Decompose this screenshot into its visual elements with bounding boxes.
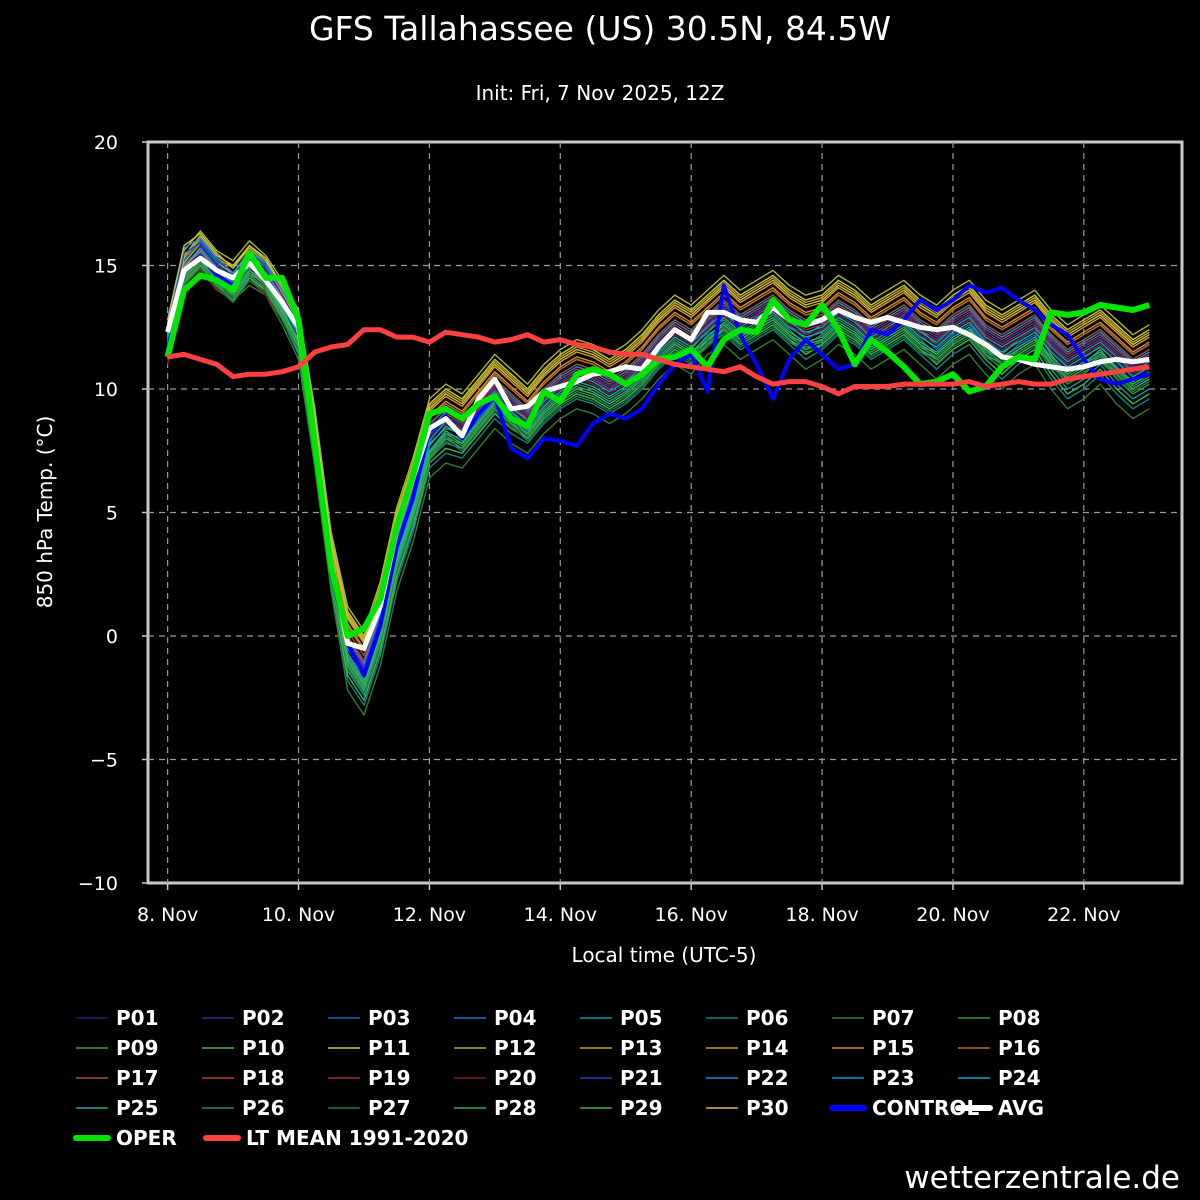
y-tick-label: 15: [94, 256, 118, 278]
series-line-lt-mean-1991-2020: [167, 327, 1150, 397]
legend-label-oper: OPER: [116, 1126, 177, 1150]
y-axis-label: 850 hPa Temp. (°C): [33, 416, 57, 609]
legend-label-p28: P28: [494, 1096, 537, 1120]
legend-label-p01: P01: [116, 1006, 159, 1030]
legend-label-p29: P29: [620, 1096, 663, 1120]
series-line-p30: [166, 232, 1150, 642]
legend-label-p03: P03: [368, 1006, 411, 1030]
legend-label-p22: P22: [746, 1066, 789, 1090]
legend-label-p25: P25: [116, 1096, 159, 1120]
series-line-p12: [166, 230, 1150, 632]
legend: P01 P02 P03 P04 P05 P06 P07 P08 P09 P10 P11 P12 P13 P…: [73, 1006, 1044, 1150]
grid: [148, 142, 1182, 883]
legend-label-p17: P17: [116, 1066, 159, 1090]
y-tick-label: 10: [94, 379, 118, 401]
legend-label-avg: AVG: [998, 1096, 1044, 1120]
y-tick-label: 0: [106, 626, 118, 648]
legend-label-p13: P13: [620, 1036, 663, 1060]
legend-label-p10: P10: [242, 1036, 285, 1060]
legend-label-p18: P18: [242, 1066, 285, 1090]
y-tick-label: 20: [94, 132, 118, 154]
x-tick-label: 22. Nov: [1047, 904, 1120, 926]
x-tick-label: 8. Nov: [137, 904, 198, 926]
brand-watermark: wetterzentrale.de: [904, 1160, 1180, 1196]
legend-label-p09: P09: [116, 1036, 159, 1060]
legend-label-p04: P04: [494, 1006, 537, 1030]
chart-title: GFS Tallahassee (US) 30.5N, 84.5W: [309, 9, 891, 48]
x-axis: 8. Nov 10. Nov 12. Nov 14. Nov 16. Nov 18. No…: [137, 883, 1121, 926]
legend-label-p12: P12: [494, 1036, 537, 1060]
y-axis: −10 −5 0 5 10 15 20: [78, 132, 148, 895]
chart-subtitle: Init: Fri, 7 Nov 2025, 12Z: [476, 81, 725, 105]
x-tick-label: 14. Nov: [524, 904, 597, 926]
legend-label-p26: P26: [242, 1096, 285, 1120]
x-tick-label: 16. Nov: [655, 904, 728, 926]
legend-label-p27: P27: [368, 1096, 411, 1120]
legend-label-p15: P15: [872, 1036, 915, 1060]
legend-label-p14: P14: [746, 1036, 789, 1060]
legend-label-p24: P24: [998, 1066, 1041, 1090]
legend-label-p11: P11: [368, 1036, 411, 1060]
legend-label-p07: P07: [872, 1006, 915, 1030]
y-tick-label: −5: [90, 750, 118, 772]
y-tick-label: 5: [106, 503, 118, 525]
x-axis-label: Local time (UTC-5): [572, 943, 757, 967]
legend-label-p16: P16: [998, 1036, 1041, 1060]
legend-label-p19: P19: [368, 1066, 411, 1090]
legend-label-p05: P05: [620, 1006, 663, 1030]
x-tick-label: 18. Nov: [785, 904, 858, 926]
legend-label-p23: P23: [872, 1066, 915, 1090]
x-tick-label: 12. Nov: [393, 904, 466, 926]
series-lines: [164, 230, 1151, 716]
x-tick-label: 10. Nov: [262, 904, 335, 926]
legend-label-p30: P30: [746, 1096, 789, 1120]
legend-label-p02: P02: [242, 1006, 285, 1030]
legend-label-p20: P20: [494, 1066, 537, 1090]
legend-label-lt-mean-1991-2020: LT MEAN 1991-2020: [246, 1126, 468, 1150]
legend-label-p06: P06: [746, 1006, 789, 1030]
legend-label-p21: P21: [620, 1066, 663, 1090]
y-tick-label: −10: [78, 873, 118, 895]
legend-label-p08: P08: [998, 1006, 1041, 1030]
series-line-p07: [166, 269, 1150, 716]
x-tick-label: 20. Nov: [916, 904, 989, 926]
